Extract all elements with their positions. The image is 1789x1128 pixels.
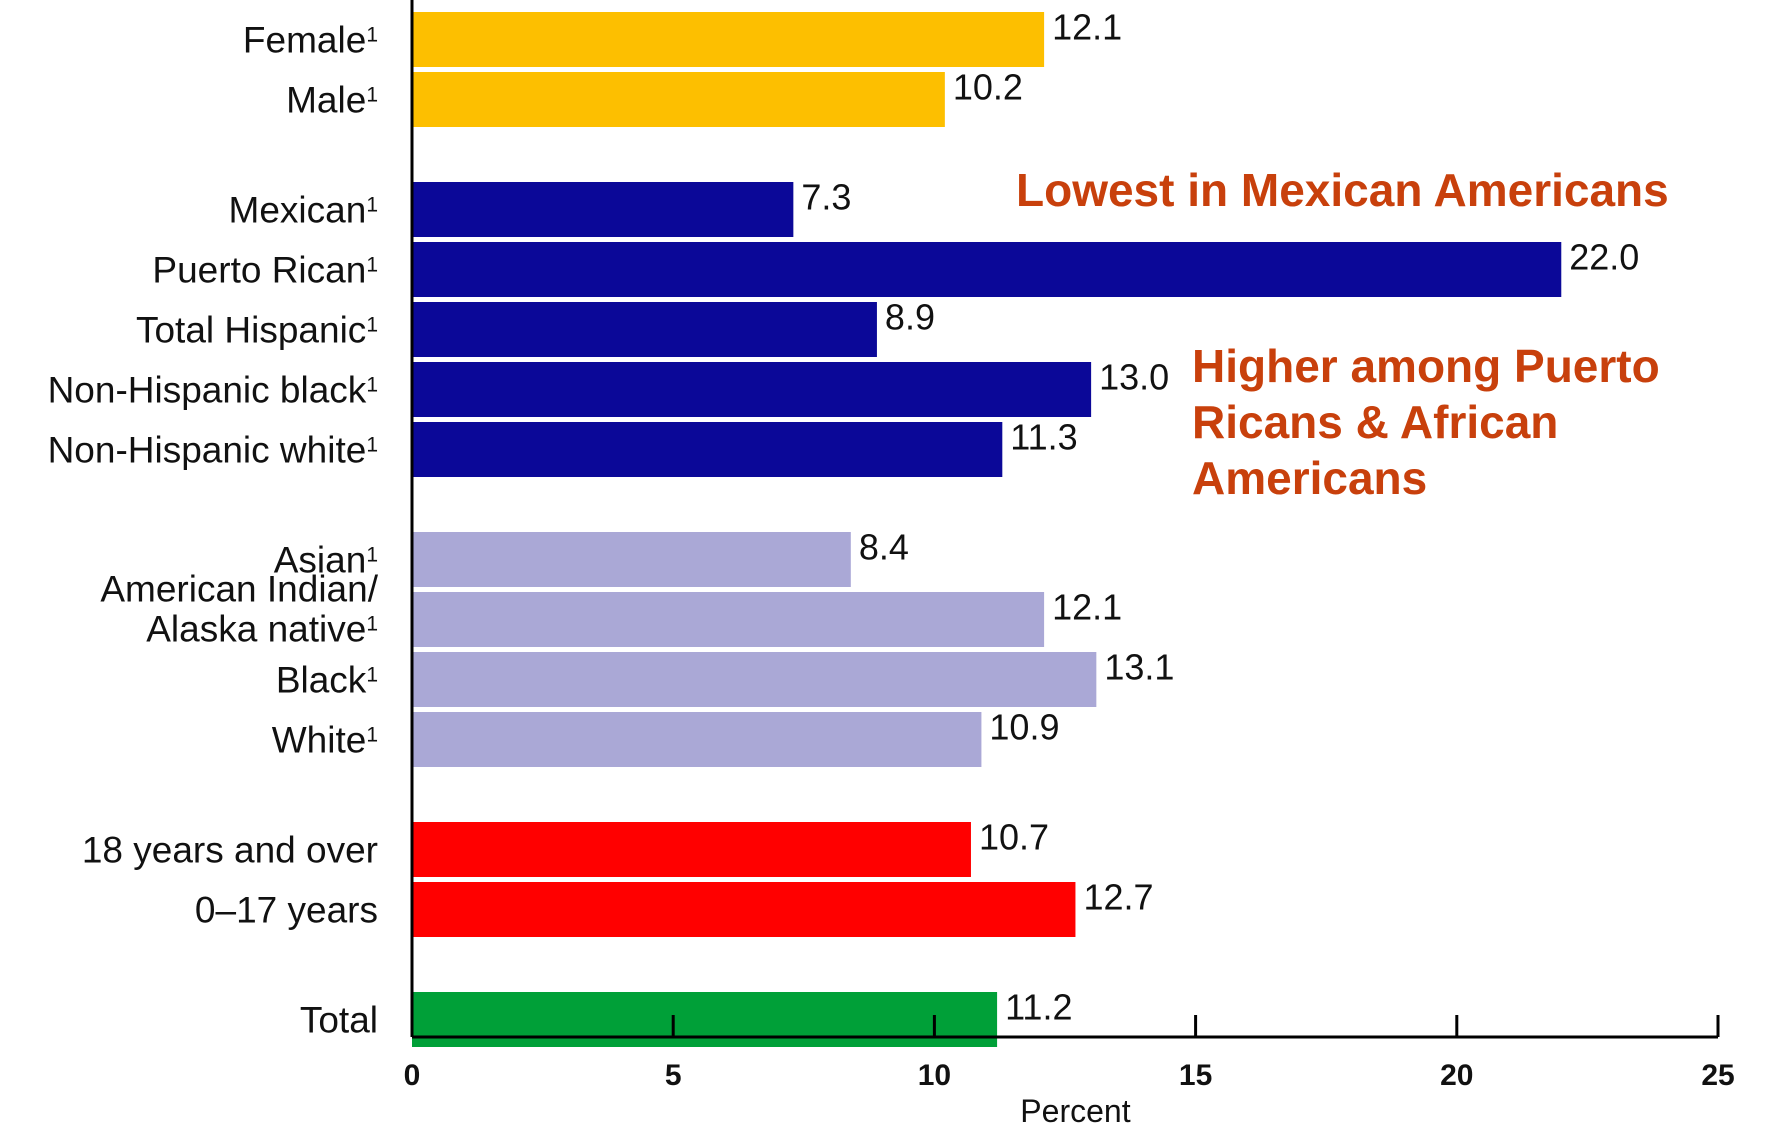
category-label: Female1 [243,20,378,61]
category-label: White1 [272,720,378,761]
bar [412,12,1045,67]
annotation-line: Americans [1192,452,1428,505]
annotation-line: Lowest in Mexican Americans [1016,164,1669,216]
annotation-higher-puerto-rican-african-american: Higher among Puerto Ricans & African Ame… [1192,338,1660,506]
category-label: 18 years and over [82,830,378,871]
value-label: 11.2 [1005,987,1072,1028]
footnote-marker: 1 [366,723,378,746]
bars-layer [412,12,1562,1047]
bar [412,72,945,127]
category-label: Asian1 [274,540,378,581]
category-labels-layer: Female1 Male1 Mexican1 Puerto Rican1 Total H… [48,20,379,1041]
value-label: 8.4 [859,527,909,568]
footnote-marker: 1 [366,193,378,216]
category-label: Mexican1 [229,190,378,231]
value-label: 12.1 [1052,7,1122,48]
category-label: Puerto Rican1 [152,250,378,291]
value-label: 12.1 [1052,587,1122,628]
x-axis-title: Percent [1020,1093,1130,1128]
category-label: Total Hispanic1 [136,310,378,351]
bar [412,242,1562,297]
value-label: 10.9 [989,707,1059,748]
x-axis-ticks: 0 5 10 15 20 25 [404,1015,1735,1092]
x-tick-label: 10 [918,1059,951,1092]
category-label: Total [300,1000,378,1041]
category-label: 0–17 years [195,890,378,931]
category-label: Alaska native1 [146,609,378,650]
category-label: Black1 [276,660,378,701]
value-labels-layer: 12.1 10.2 7.3 22.0 8.9 13.0 11.3 8.4 12.1 13.1 10.… [801,7,1639,1028]
footnote-marker: 1 [366,313,378,336]
bar [412,182,794,237]
x-tick-label: 20 [1440,1059,1473,1092]
annotation-lowest-mexican: Lowest in Mexican Americans [1016,162,1669,218]
bar [412,532,851,587]
footnote-marker: 1 [366,612,378,635]
value-label: 13.1 [1104,647,1174,688]
x-tick-label: 25 [1701,1059,1734,1092]
footnote-marker: 1 [366,253,378,276]
footnote-marker: 1 [366,433,378,456]
category-label: Non-Hispanic black1 [48,370,378,411]
bar [412,302,877,357]
bar [412,362,1092,417]
bar [412,822,971,877]
bar [412,882,1076,937]
bar [412,592,1045,647]
annotation-line: Ricans & African [1192,396,1559,449]
value-label: 13.0 [1099,357,1169,398]
axes: 0 5 10 15 20 25 Percent [404,0,1735,1128]
footnote-marker: 1 [366,663,378,686]
value-label: 10.2 [953,67,1023,108]
value-label: 7.3 [801,177,851,218]
value-label: 22.0 [1569,237,1639,278]
bar [412,712,982,767]
category-label: Non-Hispanic white1 [48,430,378,471]
footnote-marker: 1 [366,543,378,566]
bar [412,652,1097,707]
x-tick-label: 5 [665,1059,682,1092]
x-tick-label: 15 [1179,1059,1212,1092]
footnote-marker: 1 [366,373,378,396]
bar [412,992,998,1047]
bar [412,422,1003,477]
value-label: 8.9 [885,297,935,338]
annotation-line: Higher among Puerto [1192,340,1660,392]
value-label: 12.7 [1083,877,1153,918]
x-tick-label: 0 [404,1059,421,1092]
value-label: 10.7 [979,817,1049,858]
category-label: American Indian/ [100,569,378,610]
footnote-marker: 1 [366,83,378,106]
value-label: 11.3 [1010,417,1077,458]
footnote-marker: 1 [366,23,378,46]
category-label: Male1 [286,80,378,121]
